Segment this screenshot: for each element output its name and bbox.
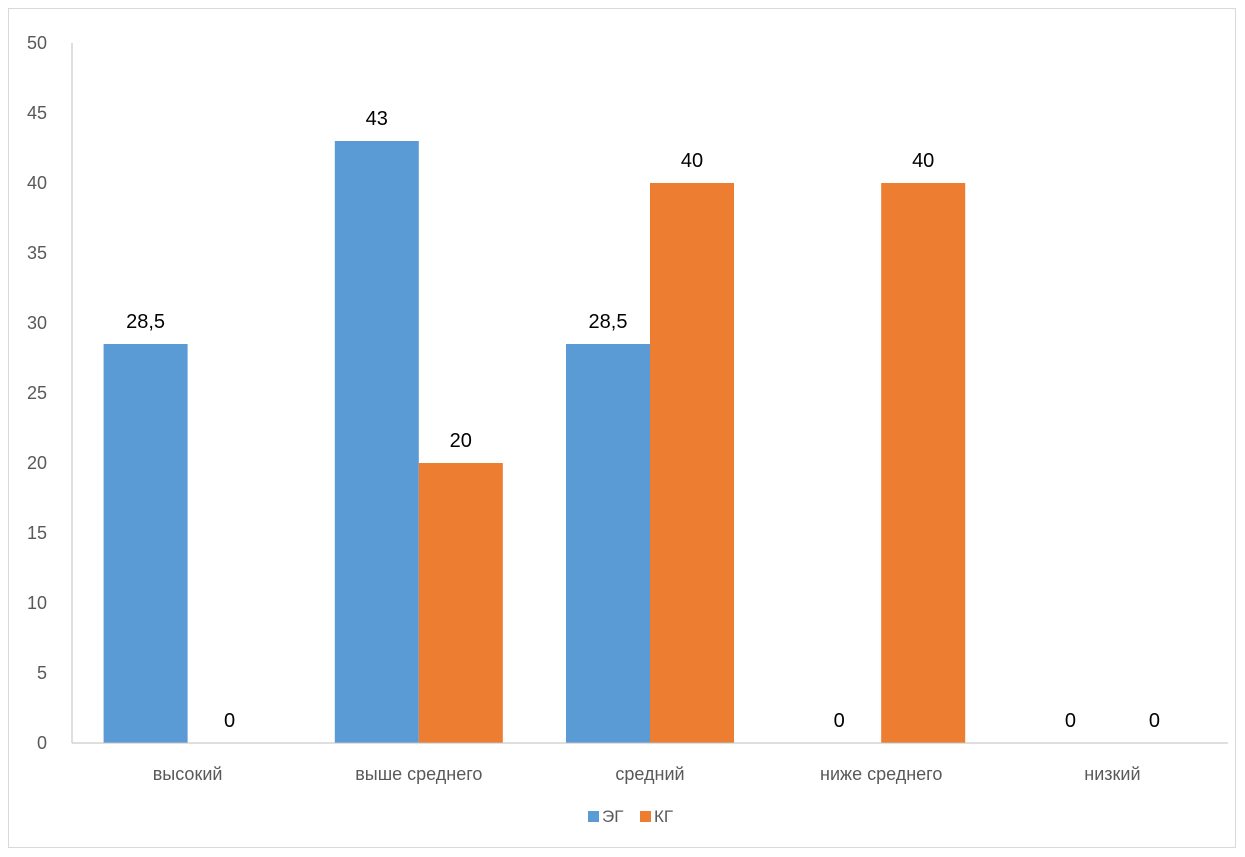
data-label: 43 [366, 108, 388, 130]
bar-kg [881, 183, 966, 743]
data-label: 0 [1065, 710, 1076, 732]
y-tick-label: 35 [27, 243, 47, 263]
data-label: 0 [1149, 710, 1160, 732]
x-category-label: высокий [153, 764, 223, 784]
y-tick-label: 50 [27, 33, 47, 53]
y-tick-label: 10 [27, 593, 47, 613]
y-tick-label: 0 [37, 733, 47, 753]
y-tick-label: 15 [27, 523, 47, 543]
bar-kg [650, 183, 734, 743]
x-category-label: низкий [1084, 764, 1140, 784]
x-category-label: средний [615, 764, 684, 784]
legend-label: КГ [654, 807, 673, 826]
y-tick-label: 30 [27, 313, 47, 333]
data-label: 28,5 [589, 311, 628, 333]
data-label: 28,5 [126, 311, 165, 333]
bar-eg [334, 141, 419, 743]
data-label: 20 [450, 430, 472, 452]
legend: ЭГ КГ [588, 807, 673, 826]
legend-swatch [588, 811, 599, 822]
data-label: 40 [912, 150, 934, 172]
data-label: 40 [681, 150, 703, 172]
bar-kg [418, 463, 503, 743]
data-label: 0 [834, 710, 845, 732]
x-category-label: выше среднего [355, 764, 482, 784]
y-tick-label: 45 [27, 103, 47, 123]
data-labels: 28,5 0 43 20 28,5 40 0 40 0 0 [126, 108, 1160, 732]
bars [103, 141, 966, 743]
y-tick-label: 5 [37, 663, 47, 683]
bar-eg [566, 344, 650, 743]
x-axis-category-labels: высокий выше среднего средний ниже среднего… [153, 764, 1141, 784]
data-label: 0 [224, 710, 235, 732]
legend-label: ЭГ [602, 807, 623, 826]
legend-swatch [640, 811, 651, 822]
y-tick-label: 40 [27, 173, 47, 193]
y-tick-label: 20 [27, 453, 47, 473]
y-tick-label: 25 [27, 383, 47, 403]
bar-eg [103, 344, 188, 743]
x-category-label: ниже среднего [820, 764, 942, 784]
y-axis-ticks: 0 5 10 15 20 25 30 35 40 45 50 [27, 33, 47, 753]
